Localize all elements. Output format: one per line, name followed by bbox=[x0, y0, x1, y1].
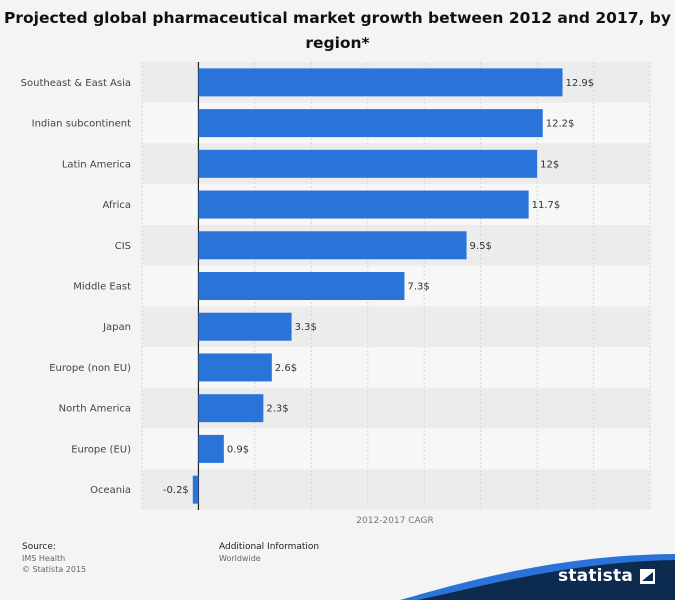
statista-logo-icon bbox=[640, 569, 655, 584]
data-label: 12.2$ bbox=[546, 119, 575, 130]
category-label: Europe (non EU) bbox=[49, 363, 131, 374]
bar-chart: Southeast & East Asia 12.9$ Indian subcont… bbox=[21, 62, 651, 526]
bar[interactable] bbox=[198, 434, 224, 463]
category-label: Oceania bbox=[90, 485, 131, 496]
statista-logo[interactable]: statista bbox=[558, 566, 633, 586]
data-label: -0.2$ bbox=[163, 485, 189, 496]
data-label: 12$ bbox=[540, 159, 559, 170]
category-label: Japan bbox=[102, 322, 131, 333]
bar[interactable] bbox=[198, 272, 405, 300]
bar[interactable] bbox=[198, 149, 538, 178]
bar[interactable] bbox=[198, 231, 467, 260]
category-label: Middle East bbox=[73, 282, 131, 293]
bar[interactable] bbox=[198, 312, 292, 341]
category-label: Southeast & East Asia bbox=[21, 78, 131, 89]
chart-title: Projected global pharmaceutical market g… bbox=[3, 9, 671, 52]
category-label: CIS bbox=[115, 241, 131, 252]
x-axis-label: 2012-2017 CAGR bbox=[356, 516, 433, 526]
bar[interactable] bbox=[198, 190, 529, 219]
row-band bbox=[142, 469, 650, 510]
source-line-1: IMS Health bbox=[22, 554, 66, 563]
bar[interactable] bbox=[192, 475, 199, 504]
bar[interactable] bbox=[198, 68, 563, 97]
category-label: Latin America bbox=[62, 159, 131, 170]
source-label: Source: bbox=[22, 542, 56, 552]
category-label: Indian subcontinent bbox=[32, 119, 131, 130]
bar[interactable] bbox=[198, 109, 543, 138]
category-label: Europe (EU) bbox=[71, 444, 131, 455]
data-label: 3.3$ bbox=[295, 322, 317, 333]
additional-info-label[interactable]: Additional Information bbox=[219, 542, 320, 552]
data-label: 2.6$ bbox=[275, 363, 297, 374]
data-label: 12.9$ bbox=[566, 78, 595, 89]
bar[interactable] bbox=[198, 394, 264, 423]
data-label: 0.9$ bbox=[227, 444, 249, 455]
data-label: 11.7$ bbox=[532, 200, 561, 211]
data-label: 7.3$ bbox=[407, 282, 429, 293]
data-label: 9.5$ bbox=[470, 241, 492, 252]
data-label: 2.3$ bbox=[266, 404, 288, 415]
source-line-2: © Statista 2015 bbox=[22, 565, 87, 574]
row-band bbox=[142, 428, 650, 470]
additional-info-text: Worldwide bbox=[219, 554, 261, 563]
category-label: North America bbox=[59, 404, 131, 415]
category-label: Africa bbox=[102, 200, 131, 211]
bar[interactable] bbox=[198, 353, 272, 382]
brand-wave bbox=[400, 554, 675, 600]
